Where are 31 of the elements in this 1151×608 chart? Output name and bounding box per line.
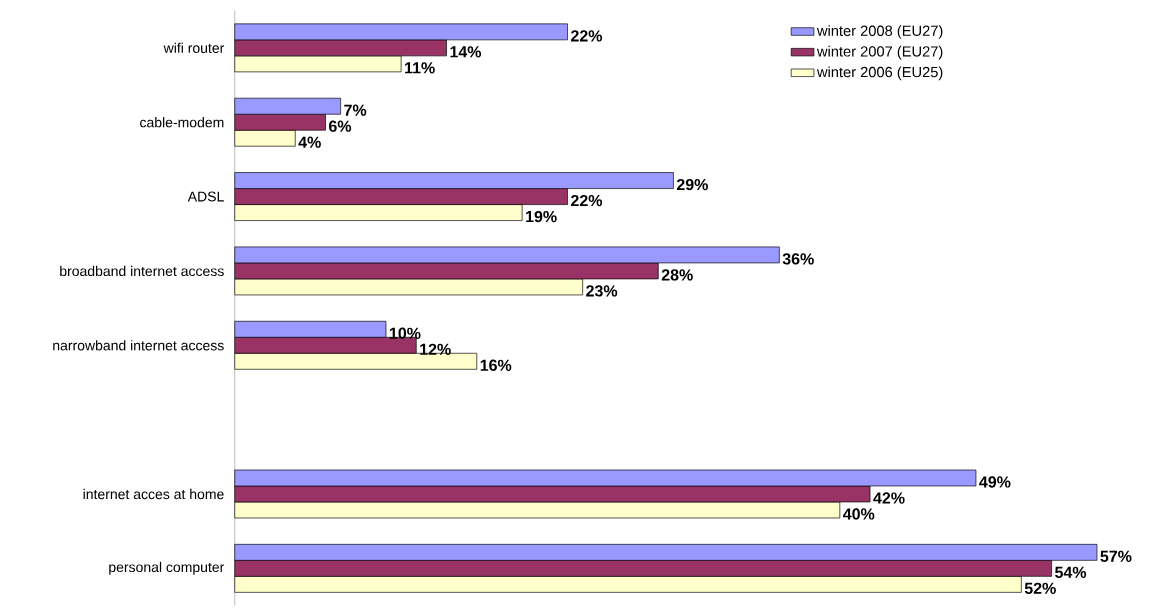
data-label: 12%	[420, 343, 451, 355]
data-label: 7%	[344, 104, 367, 116]
data-label: 22%	[571, 30, 603, 42]
data-label: 16%	[480, 359, 512, 371]
data-label: 29%	[676, 178, 708, 191]
data-label: 40%	[843, 508, 875, 520]
legend-label: winter 2006 (EU25)	[816, 66, 943, 81]
data-label: 28%	[661, 269, 693, 281]
data-label: 23%	[586, 285, 618, 297]
y-tick-label: narrowband internet access	[53, 340, 224, 351]
y-tick-label: broadband internet access	[60, 265, 224, 276]
y-tick-label: personal computer	[109, 561, 225, 575]
legend-label: winter 2007 (EU27)	[816, 45, 943, 60]
data-label: 52%	[1024, 582, 1056, 594]
data-label: 36%	[782, 253, 814, 265]
data-label: 42%	[873, 492, 905, 504]
y-tick-label: wifi router	[163, 42, 225, 53]
data-label: 19%	[526, 210, 557, 223]
data-label: 6%	[329, 120, 352, 132]
data-label: 4%	[298, 136, 321, 148]
legend-label: winter 2008 (EU27)	[816, 25, 943, 39]
data-label: 22%	[571, 194, 603, 207]
y-tick-label: ADSL	[187, 191, 224, 202]
y-tick-label: cable-modem	[140, 116, 224, 128]
data-label: 11%	[405, 62, 435, 74]
data-label: 49%	[979, 476, 1011, 488]
y-tick-label: internet acces at home	[83, 488, 224, 500]
data-label: 54%	[1055, 566, 1087, 578]
data-label: 14%	[450, 46, 482, 58]
data-label: 57%	[1100, 550, 1132, 562]
data-label: 10%	[389, 327, 421, 339]
